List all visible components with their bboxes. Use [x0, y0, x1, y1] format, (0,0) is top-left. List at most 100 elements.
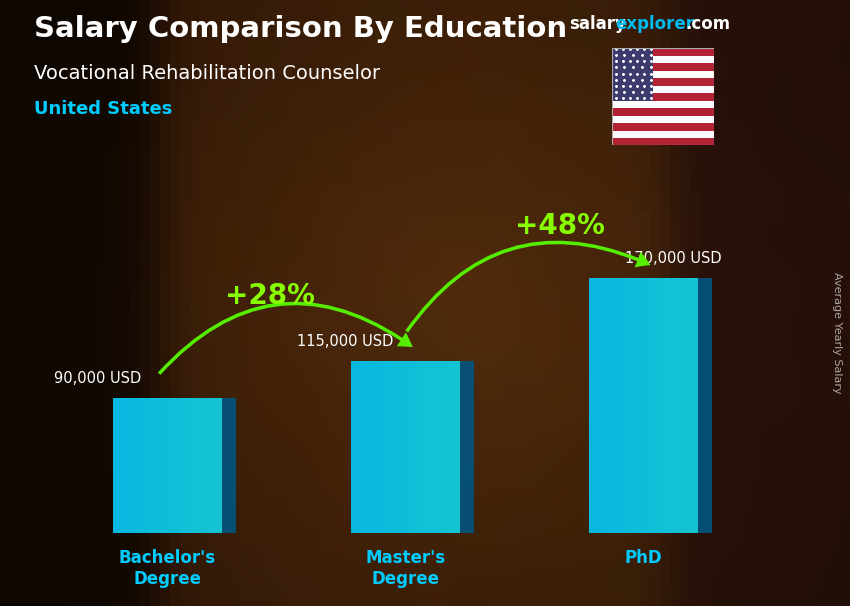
Bar — [429, 361, 433, 533]
Bar — [632, 278, 635, 533]
Bar — [164, 398, 167, 533]
Bar — [213, 398, 217, 533]
Bar — [665, 278, 668, 533]
Bar — [649, 278, 651, 533]
Bar — [381, 361, 383, 533]
Bar — [139, 398, 143, 533]
Bar — [438, 361, 440, 533]
Bar — [599, 278, 603, 533]
Bar — [162, 398, 165, 533]
Bar — [698, 278, 711, 533]
Bar — [126, 398, 129, 533]
Bar — [116, 398, 118, 533]
Bar — [134, 398, 137, 533]
Bar — [654, 278, 657, 533]
Bar — [427, 361, 430, 533]
Bar — [440, 361, 444, 533]
Bar — [402, 361, 405, 533]
Bar — [615, 278, 619, 533]
Bar — [612, 64, 714, 71]
Bar — [671, 278, 673, 533]
Bar — [148, 398, 151, 533]
Bar — [612, 78, 714, 86]
Bar — [651, 278, 654, 533]
Bar — [621, 278, 624, 533]
Bar — [202, 398, 206, 533]
Bar — [112, 398, 116, 533]
Bar — [612, 48, 714, 56]
Bar — [454, 361, 457, 533]
Bar — [643, 278, 646, 533]
Bar — [419, 361, 422, 533]
Bar — [388, 361, 392, 533]
Bar — [354, 361, 356, 533]
Bar — [608, 278, 610, 533]
Bar — [367, 361, 370, 533]
Bar — [660, 278, 662, 533]
Bar — [626, 278, 630, 533]
Text: salary: salary — [570, 15, 626, 33]
Bar — [191, 398, 195, 533]
Bar — [173, 398, 175, 533]
Bar — [361, 361, 365, 533]
Bar — [350, 361, 354, 533]
Bar — [687, 278, 689, 533]
Bar — [612, 123, 714, 130]
Bar — [411, 361, 413, 533]
Text: +48%: +48% — [515, 211, 605, 239]
Bar — [181, 398, 184, 533]
Text: .com: .com — [685, 15, 730, 33]
Bar — [435, 361, 438, 533]
Bar — [356, 361, 359, 533]
Bar — [156, 398, 159, 533]
Bar — [676, 278, 678, 533]
Bar — [612, 101, 714, 108]
Bar — [386, 361, 389, 533]
Bar — [383, 361, 386, 533]
Bar — [646, 278, 649, 533]
Text: explorer: explorer — [615, 15, 694, 33]
Bar — [597, 278, 599, 533]
Bar — [640, 278, 643, 533]
Bar — [610, 278, 613, 533]
Bar — [602, 278, 605, 533]
Bar — [612, 138, 714, 145]
Bar — [588, 278, 592, 533]
Bar — [594, 278, 597, 533]
Bar — [186, 398, 189, 533]
Bar — [612, 116, 714, 123]
Bar — [635, 278, 638, 533]
Bar — [416, 361, 419, 533]
Bar — [667, 278, 671, 533]
Bar — [460, 361, 473, 533]
Bar — [612, 93, 714, 101]
Bar — [150, 398, 154, 533]
Text: 170,000 USD: 170,000 USD — [625, 251, 722, 266]
Bar — [678, 278, 682, 533]
FancyArrowPatch shape — [158, 302, 413, 375]
Bar — [662, 278, 665, 533]
Bar — [408, 361, 411, 533]
Bar — [123, 398, 127, 533]
Bar — [624, 278, 627, 533]
FancyArrowPatch shape — [405, 241, 650, 333]
Bar — [392, 361, 394, 533]
Bar — [433, 361, 435, 533]
Text: +28%: +28% — [225, 282, 315, 310]
Bar — [211, 398, 213, 533]
Bar — [154, 398, 156, 533]
Bar — [689, 278, 693, 533]
Bar — [592, 278, 594, 533]
Bar — [692, 278, 695, 533]
Bar — [170, 398, 173, 533]
Bar — [657, 278, 660, 533]
Text: 90,000 USD: 90,000 USD — [54, 371, 141, 386]
Bar — [200, 398, 202, 533]
Bar — [451, 361, 455, 533]
Bar — [197, 398, 200, 533]
Bar — [638, 278, 641, 533]
Bar — [673, 278, 676, 533]
Bar — [359, 361, 361, 533]
Bar — [397, 361, 400, 533]
Bar — [145, 398, 148, 533]
